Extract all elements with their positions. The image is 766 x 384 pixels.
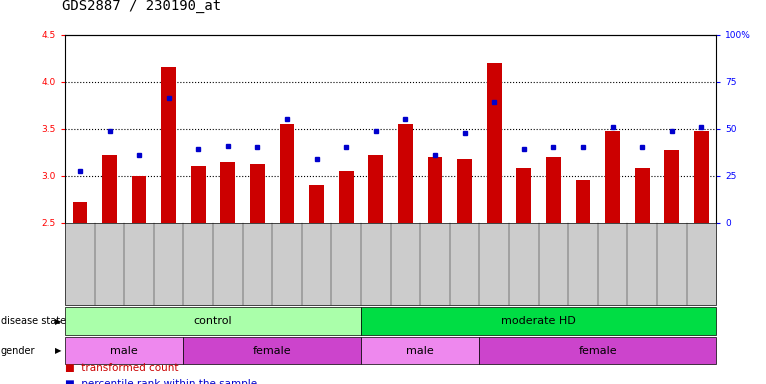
Bar [102, 155, 117, 223]
Text: gender: gender [1, 346, 35, 356]
Bar [457, 159, 472, 223]
Bar [516, 168, 532, 223]
Text: ▶: ▶ [55, 316, 61, 326]
Text: moderate HD: moderate HD [501, 316, 576, 326]
Bar [221, 162, 235, 223]
Bar [427, 157, 443, 223]
Bar [694, 131, 709, 223]
Bar [73, 202, 87, 223]
Bar [575, 180, 591, 223]
Bar [398, 124, 413, 223]
Bar [250, 164, 265, 223]
Text: female: female [578, 346, 617, 356]
Bar [162, 68, 176, 223]
Text: disease state: disease state [1, 316, 66, 326]
Text: control: control [194, 316, 232, 326]
Text: female: female [253, 346, 292, 356]
Bar [487, 63, 502, 223]
Bar [546, 157, 561, 223]
Bar [309, 185, 324, 223]
Bar [368, 155, 383, 223]
Text: ■  transformed count: ■ transformed count [65, 363, 178, 373]
Bar [339, 171, 354, 223]
Text: ■  percentile rank within the sample: ■ percentile rank within the sample [65, 379, 257, 384]
Bar [280, 124, 294, 223]
Bar [605, 131, 620, 223]
Text: ▶: ▶ [55, 346, 61, 355]
Bar [635, 168, 650, 223]
Text: GDS2887 / 230190_at: GDS2887 / 230190_at [62, 0, 221, 13]
Text: male: male [110, 346, 138, 356]
Bar [132, 176, 146, 223]
Bar [664, 150, 679, 223]
Text: male: male [407, 346, 434, 356]
Bar [191, 166, 206, 223]
